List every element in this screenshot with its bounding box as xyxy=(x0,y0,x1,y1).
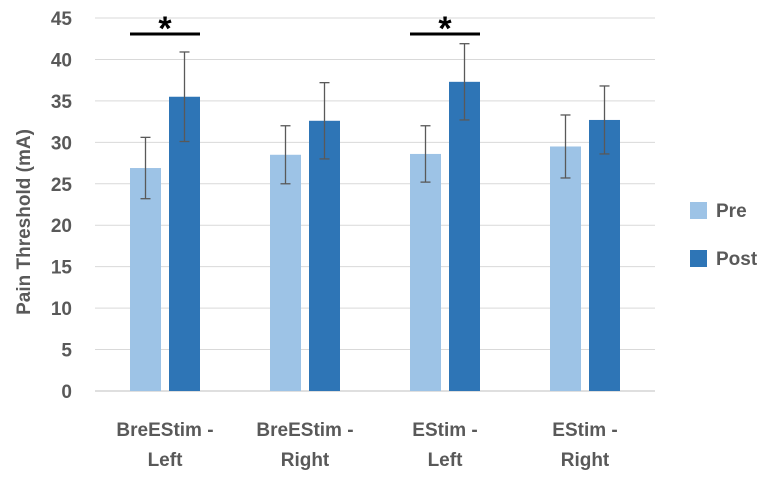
error-bars xyxy=(140,43,610,200)
y-tick-label-45: 45 xyxy=(51,9,73,30)
y-axis-label: Pain Threshold (mA) xyxy=(14,129,35,315)
x-category-label-0-line-0: BreEStim - xyxy=(116,420,213,441)
bar-pre-1 xyxy=(270,154,301,391)
x-category-label-0-line-1: Left xyxy=(148,450,184,471)
legend-swatch-pre xyxy=(690,202,707,219)
y-tick-label-25: 25 xyxy=(51,175,73,196)
x-category-label-1-line-0: BreEStim - xyxy=(256,420,353,441)
legend: Pre Post xyxy=(690,201,758,270)
bar-post-3 xyxy=(589,119,620,391)
x-category-label-3-line-0: EStim - xyxy=(552,420,617,441)
y-tick-label-15: 15 xyxy=(51,258,73,279)
x-category-label-3-line-1: Right xyxy=(561,450,610,471)
bar-pre-2 xyxy=(410,153,441,391)
y-tick-label-10: 10 xyxy=(51,299,72,320)
legend-swatch-post xyxy=(690,250,707,267)
x-axis-categories: BreEStim - Left BreEStim - Right EStim - Left… xyxy=(116,420,617,471)
bar-pre-0 xyxy=(130,168,161,391)
bars xyxy=(130,81,620,391)
y-tick-label-30: 30 xyxy=(51,133,72,154)
significance-star-0: * xyxy=(158,10,172,48)
y-tick-label-20: 20 xyxy=(51,216,72,237)
x-category-label-1-line-1: Right xyxy=(281,450,330,471)
y-tick-label-35: 35 xyxy=(51,92,73,113)
y-axis-ticks: 0 5 10 15 20 25 30 35 40 45 xyxy=(51,9,73,403)
y-tick-label-5: 5 xyxy=(61,341,72,362)
significance-annotations: * * xyxy=(130,10,480,48)
bar-post-0 xyxy=(169,96,200,391)
y-tick-label-0: 0 xyxy=(61,382,72,403)
x-category-label-2-line-0: EStim - xyxy=(412,420,477,441)
bar-post-1 xyxy=(309,120,340,391)
legend-label-post: Post xyxy=(716,249,758,270)
x-category-label-2-line-1: Left xyxy=(428,450,464,471)
significance-star-1: * xyxy=(438,10,452,48)
y-tick-label-40: 40 xyxy=(51,50,72,71)
bar-post-2 xyxy=(449,81,480,391)
bar-pre-3 xyxy=(550,146,581,391)
legend-label-pre: Pre xyxy=(716,201,747,222)
